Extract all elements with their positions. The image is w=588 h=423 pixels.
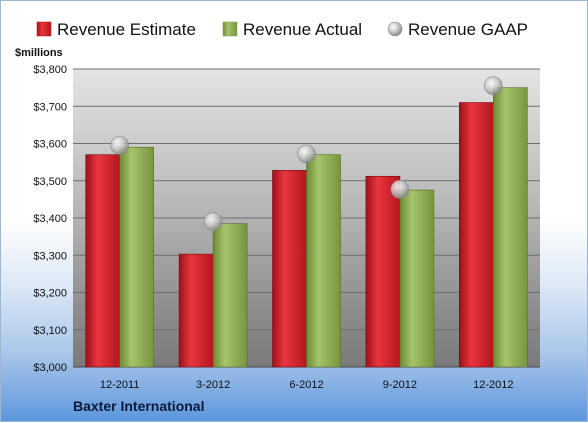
y-tick-label: $3,600 [33,139,67,151]
point-revenue-gaap [297,144,316,164]
bar-revenue-actual [212,223,248,368]
x-tick-label: 9-2012 [383,379,417,391]
x-tick-label: 3-2012 [196,379,230,391]
bar-revenue-actual [399,189,435,368]
legend-label: Revenue GAAP [408,20,528,39]
bar-revenue-estimate [85,154,120,368]
legend-marker-revenue-actual [222,21,238,37]
y-tick-label: $3,300 [33,250,67,262]
point-revenue-gaap [110,136,129,155]
company-name: Baxter International [73,398,205,414]
bar-revenue-estimate [458,102,494,368]
point-revenue-gaap [203,212,223,232]
x-tick-label: 6-2012 [289,379,323,391]
y-axis-unit-label: $millions [15,47,63,59]
y-tick-label: $3,000 [33,362,67,374]
y-tick-label: $3,100 [33,325,67,337]
legend-marker-revenue-gaap [387,21,403,37]
x-tick-label: 12-2012 [473,379,513,391]
y-tick-label: $3,500 [33,176,67,188]
bar-revenue-estimate [272,170,307,368]
point-revenue-gaap [483,76,503,96]
y-tick-label: $3,800 [33,64,67,76]
bar-revenue-actual [492,87,528,368]
legend-marker-revenue-estimate [36,21,52,37]
x-tick-label: 12-2011 [100,379,140,391]
legend-label: Revenue Actual [243,20,362,39]
y-tick-label: $3,200 [33,288,67,300]
legend-label: Revenue Estimate [57,20,196,39]
bar-revenue-estimate [365,175,401,368]
point-revenue-gaap [390,180,410,199]
y-tick-label: $3,700 [33,101,67,113]
y-tick-label: $3,400 [33,213,67,225]
bar-revenue-estimate [178,253,214,368]
bar-revenue-actual [306,154,341,368]
bar-revenue-actual [119,146,154,368]
